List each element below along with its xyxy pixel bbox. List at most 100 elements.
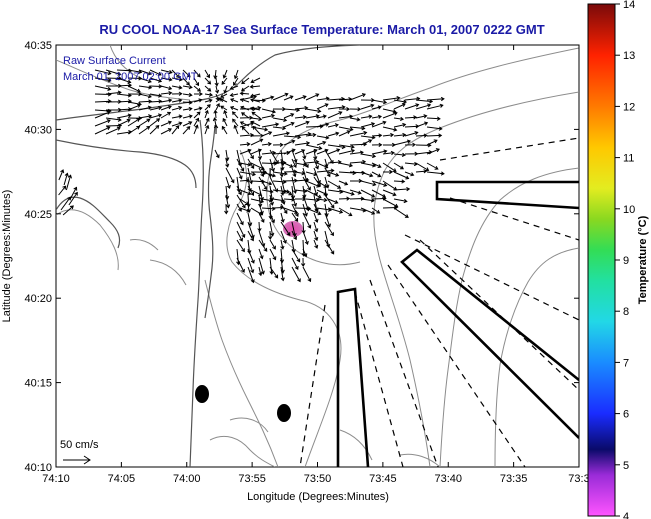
current-vector	[393, 179, 406, 184]
current-vector	[233, 69, 239, 80]
current-vector	[393, 103, 406, 110]
radar-station-marker	[277, 404, 291, 422]
current-vector	[360, 162, 377, 168]
x-tick-label: 74:00	[173, 473, 201, 485]
current-vector	[426, 133, 443, 138]
bathymetry-contour	[109, 45, 141, 79]
current-vector	[212, 117, 218, 127]
current-vector	[291, 194, 297, 207]
x-tick-label: 73:3	[568, 473, 589, 485]
current-vector	[258, 176, 268, 191]
current-vector	[258, 185, 264, 201]
current-vector	[250, 77, 261, 84]
current-vector	[324, 239, 335, 255]
current-vector	[251, 111, 261, 119]
current-vector	[327, 111, 343, 119]
current-vector	[236, 167, 243, 180]
current-vector	[313, 203, 319, 213]
current-vector	[393, 122, 407, 128]
current-vector	[283, 135, 302, 140]
bathymetry-contour	[339, 429, 441, 467]
current-vector	[305, 132, 317, 138]
current-vector	[302, 176, 311, 191]
current-vector	[283, 169, 298, 174]
current-vector	[283, 95, 294, 101]
current-vector	[261, 131, 273, 137]
current-vector	[338, 180, 349, 186]
y-tick-label: 40:25	[24, 209, 52, 221]
overlay-line-1: Raw Surface Current	[63, 55, 166, 67]
y-tick-label: 40:30	[24, 124, 52, 136]
current-vector	[269, 212, 275, 224]
current-vector	[426, 116, 441, 121]
current-vector	[393, 132, 407, 138]
current-vector	[236, 185, 242, 196]
current-vector	[250, 138, 264, 146]
current-vector	[324, 194, 335, 209]
current-vector	[415, 99, 434, 104]
current-vector	[313, 185, 319, 197]
y-axis-label: Latitude (Degrees:Minutes)	[1, 190, 13, 323]
current-vector	[138, 99, 153, 104]
current-vector	[324, 149, 334, 165]
current-vector	[327, 131, 340, 137]
bathymetry-contour	[373, 91, 579, 467]
current-vector	[371, 171, 382, 178]
current-vector	[215, 97, 222, 103]
current-vector	[349, 126, 366, 131]
current-vector	[283, 148, 296, 155]
colorbar-tick-label: 13	[623, 50, 635, 62]
current-vector	[182, 126, 191, 135]
current-vector	[204, 109, 209, 119]
current-vector	[182, 92, 193, 98]
current-vector	[213, 109, 218, 119]
current-vector	[204, 69, 210, 79]
current-vector	[382, 162, 397, 172]
current-vector	[338, 106, 351, 112]
current-vector	[316, 96, 330, 101]
current-vector	[193, 85, 202, 92]
current-vector	[236, 230, 243, 242]
current-vector	[230, 98, 239, 103]
current-vector	[393, 99, 407, 104]
current-vector	[294, 141, 311, 146]
current-vector	[160, 90, 173, 96]
current-vector	[360, 171, 374, 178]
current-vector	[222, 69, 228, 79]
scale-arrow	[63, 455, 91, 465]
current-vector	[280, 203, 288, 214]
current-vector	[94, 119, 111, 127]
current-vector	[223, 109, 228, 119]
current-vector	[171, 125, 180, 135]
current-vector	[63, 172, 69, 186]
current-vector	[247, 149, 254, 160]
x-tick-label: 73:35	[500, 473, 528, 485]
current-vector	[138, 118, 151, 127]
current-vector	[94, 110, 111, 119]
current-vector	[239, 171, 257, 177]
current-vector	[223, 85, 228, 94]
current-vector	[138, 85, 153, 90]
colorbar-gradient	[587, 3, 616, 517]
current-vector	[171, 77, 183, 82]
radar-station-marker	[195, 385, 209, 403]
current-vector	[324, 221, 334, 237]
colorbar-tick-label: 12	[623, 101, 635, 113]
radar-sector-lines	[299, 137, 579, 467]
current-vector	[280, 194, 286, 205]
current-vector	[302, 266, 312, 283]
current-vector	[393, 171, 410, 180]
current-vector	[215, 103, 220, 111]
colorbar-tick-label: 7	[623, 357, 629, 369]
bathymetry-contour	[494, 247, 579, 467]
current-vector	[236, 239, 245, 253]
current-vector	[171, 114, 183, 119]
overlay-line-2: March 01, 2007 02:00 GMT	[63, 71, 198, 83]
current-vector	[316, 197, 328, 203]
current-vector	[171, 69, 180, 79]
current-vector	[393, 116, 405, 122]
x-tick-label: 73:45	[369, 473, 397, 485]
current-vector	[426, 126, 443, 131]
current-vector	[58, 185, 67, 196]
current-vector	[291, 158, 297, 169]
